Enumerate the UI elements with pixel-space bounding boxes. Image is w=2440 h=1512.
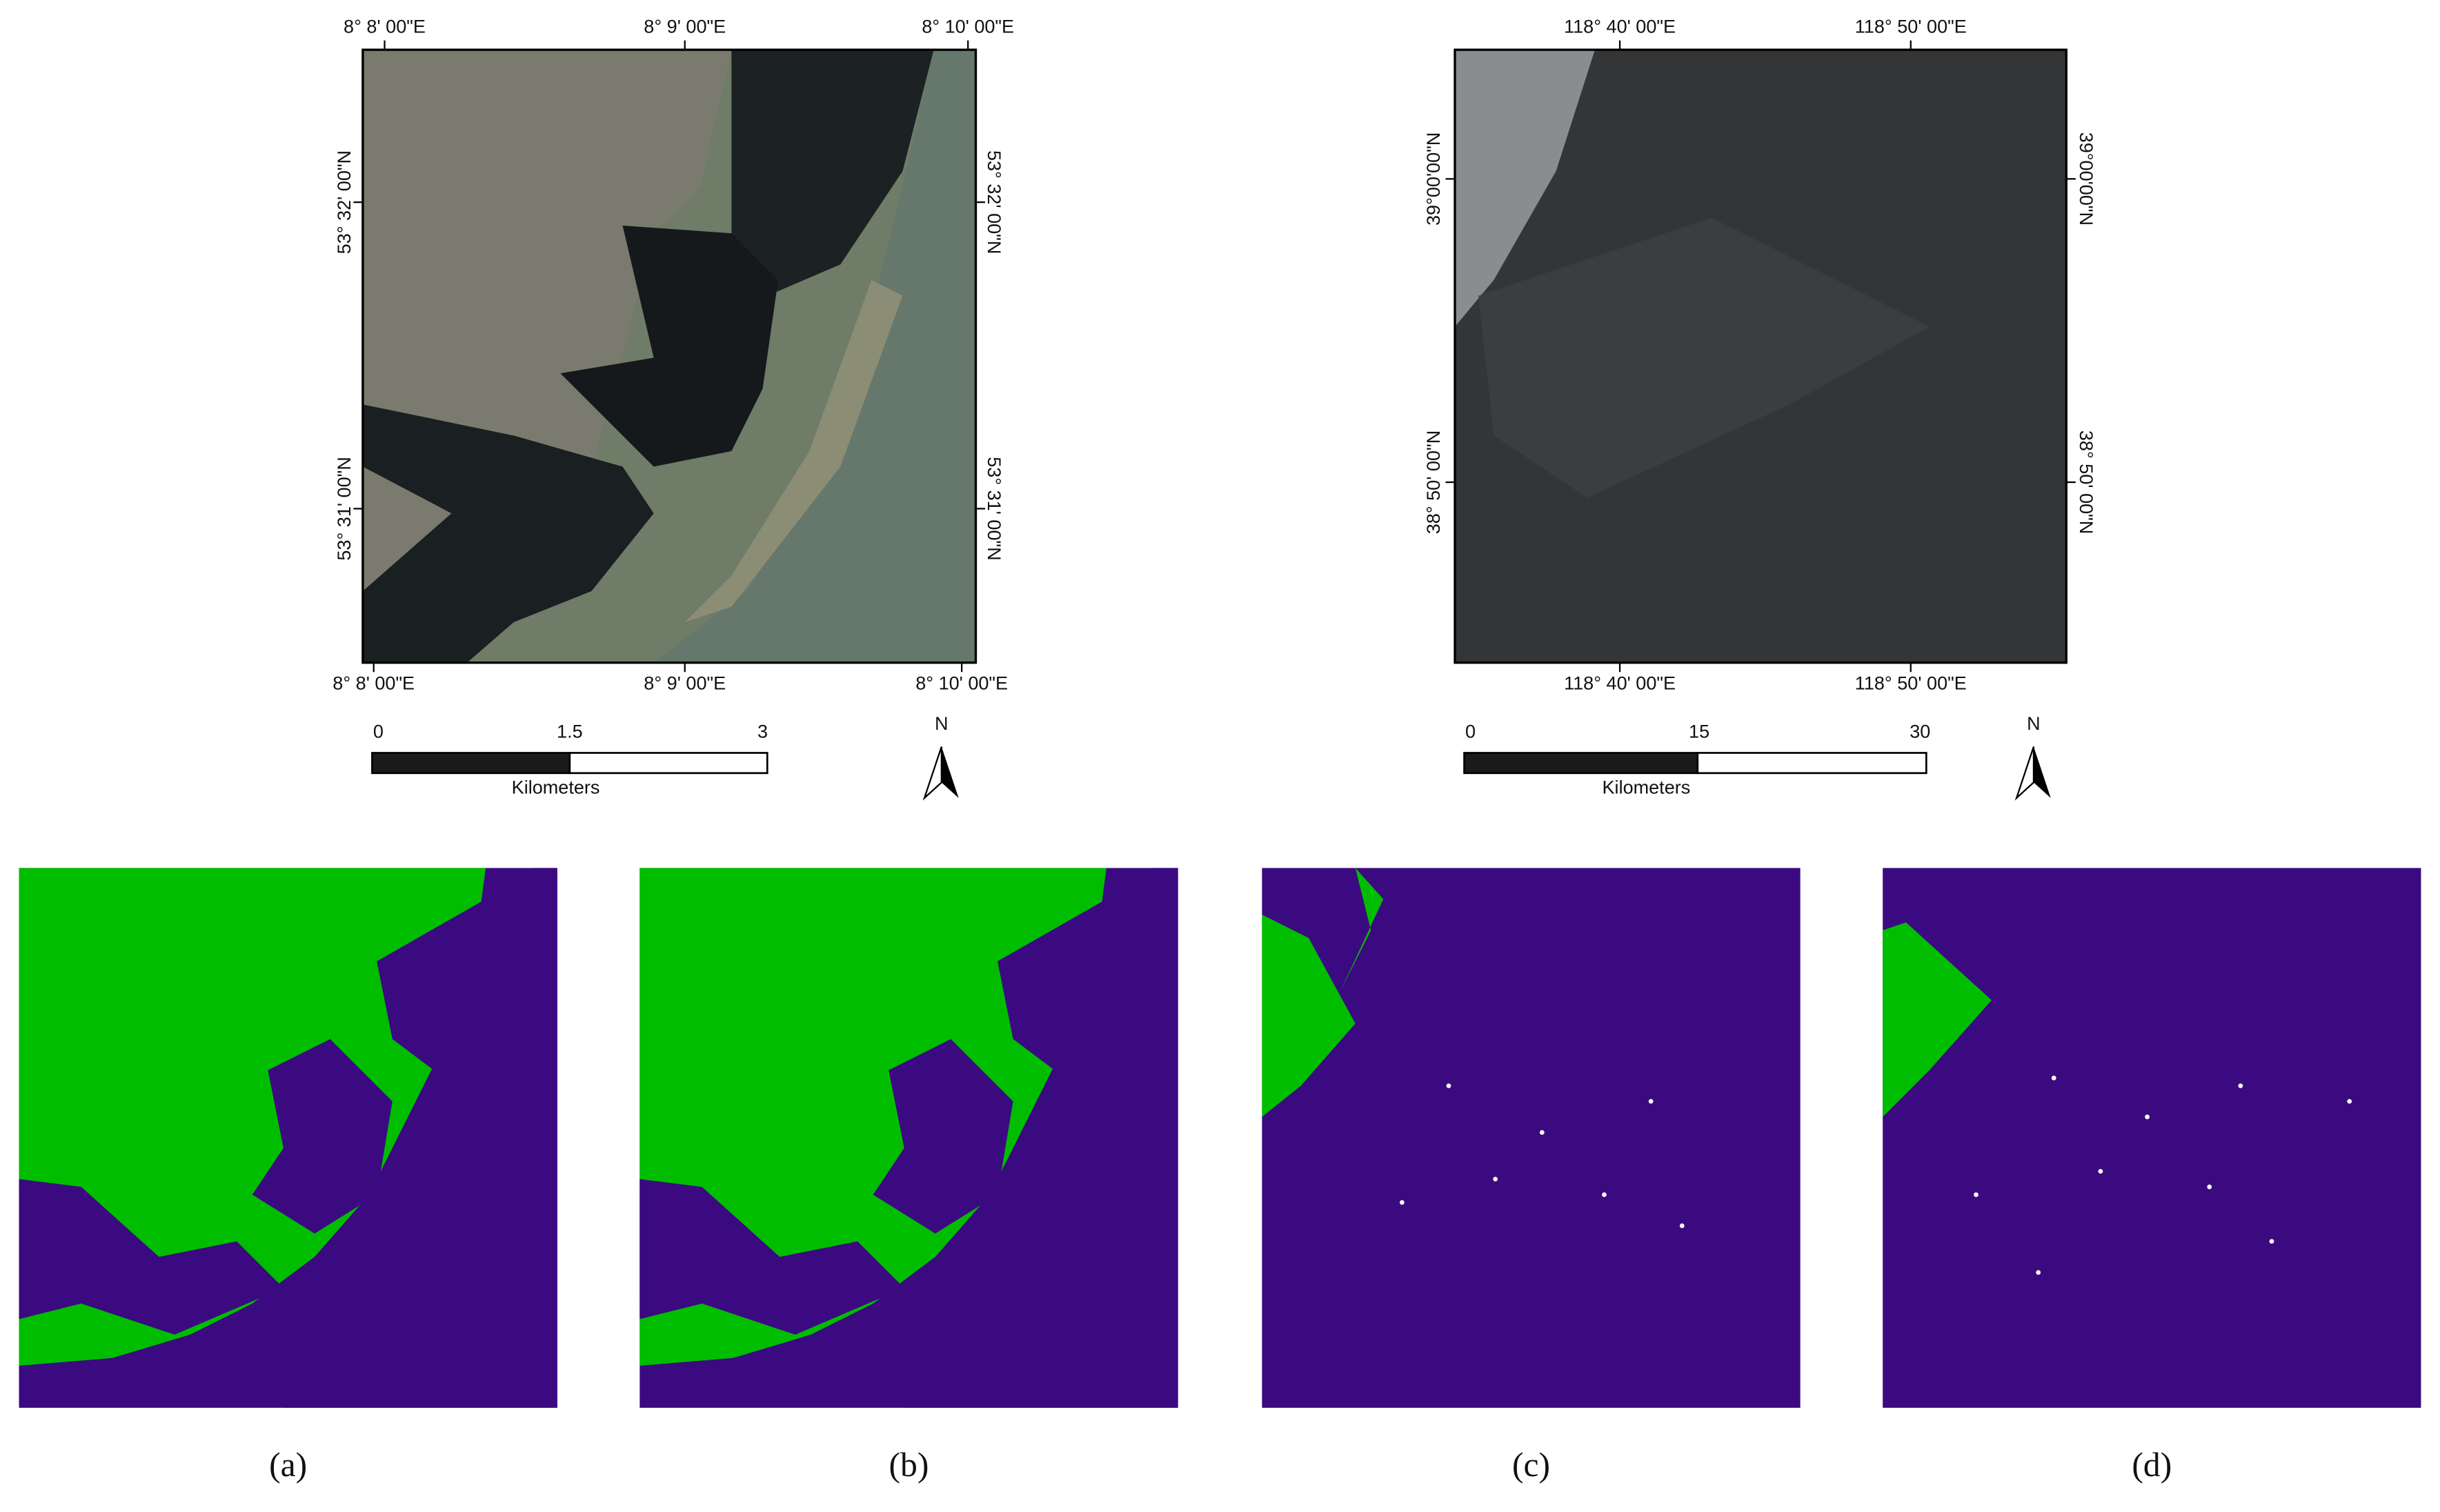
scale-unit: Kilometers [1603, 777, 1691, 797]
coordinate-label: 8° 9' 00"E [644, 17, 726, 37]
panel-caption: (d) [2132, 1446, 2172, 1484]
scale-label: 0 [373, 721, 384, 742]
coordinate-label: 8° 9' 00"E [644, 673, 726, 693]
north-arrow [922, 746, 2051, 801]
coordinate-label: 8° 10' 00"E [915, 673, 1008, 693]
scale-label: 3 [757, 721, 768, 742]
panel-caption: (c) [1512, 1446, 1550, 1484]
scale-bar [371, 752, 1927, 775]
map-frame [361, 48, 2067, 664]
scale-label: 30 [1910, 721, 1930, 742]
coordinate-label: 118° 50' 00"E [1855, 673, 1967, 693]
coordinate-label: 118° 40' 00"E [1564, 17, 1676, 37]
segmentation-panel [1883, 868, 2421, 1408]
coordinate-label: 8° 10' 00"E [922, 17, 1014, 37]
coordinate-label: 8° 8' 00"E [344, 17, 426, 37]
scale-unit: Kilometers [512, 777, 600, 797]
coordinate-label: 53° 32' 00"N [984, 150, 1004, 254]
panel-caption: (b) [889, 1446, 929, 1484]
scale-label: 15 [1689, 721, 1709, 742]
segmentation-panel [19, 868, 557, 1408]
north-label: N [2027, 713, 2041, 734]
coordinate-label: 118° 50' 00"E [1855, 17, 1967, 37]
panel-caption: (a) [269, 1446, 307, 1484]
coordinate-label: 39°00'00"N [1423, 132, 1444, 226]
coordinate-label: 53° 31' 00"N [334, 457, 355, 560]
segmentation-panel [639, 868, 1178, 1408]
coordinate-label: 53° 31' 00"N [984, 457, 1004, 560]
north-label: N [935, 713, 949, 734]
satellite-image [362, 50, 976, 663]
coordinate-label: 38° 50' 00"N [1423, 430, 1444, 534]
scale-label: 1.5 [557, 721, 583, 742]
segmentation-panel [1262, 868, 1801, 1408]
coordinate-label: 53° 32' 00"N [334, 150, 355, 254]
coordinate-label: 38° 50' 00"N [2076, 430, 2096, 534]
coordinate-label: 39°00'00"N [2076, 132, 2096, 226]
satellite-image [1455, 50, 2067, 663]
scale-label: 0 [1465, 721, 1476, 742]
coordinate-label: 118° 40' 00"E [1564, 673, 1676, 693]
coordinate-label: 8° 8' 00"E [333, 673, 415, 693]
